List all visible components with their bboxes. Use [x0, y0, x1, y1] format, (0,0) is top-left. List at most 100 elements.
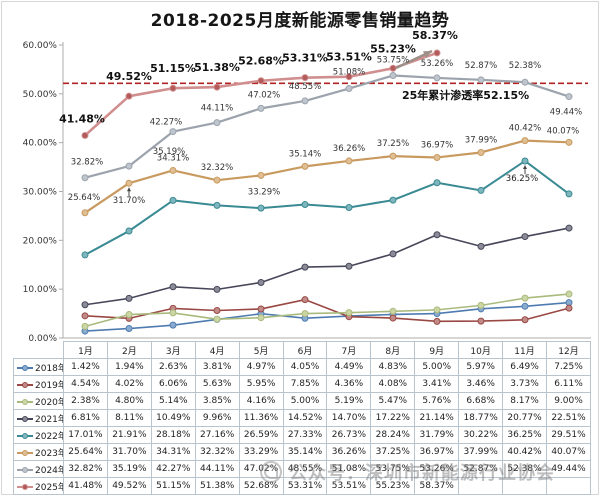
value-cell: 21.14% — [414, 409, 460, 427]
value-cell: 53.31% — [282, 477, 328, 495]
month-header: 7月 — [326, 341, 372, 359]
data-point — [433, 74, 441, 82]
data-point — [125, 311, 133, 319]
value-cell: 58.37% — [414, 477, 460, 495]
data-point — [81, 312, 89, 320]
data-point — [213, 119, 221, 127]
data-point — [565, 224, 573, 232]
value-cell: 26.59% — [238, 426, 284, 444]
legend-marker-icon — [17, 399, 33, 405]
data-point — [301, 310, 309, 318]
value-cell: 5.97% — [458, 358, 504, 376]
value-cell: 22.51% — [545, 409, 592, 427]
data-point — [169, 166, 177, 174]
table-row: 2024年32.82%35.19%42.27%44.11%47.02%48.55… — [13, 460, 592, 478]
value-cell: 5.95% — [238, 375, 284, 393]
data-point — [81, 131, 89, 139]
value-cell: 17.22% — [370, 409, 416, 427]
month-header: 1月 — [63, 341, 108, 359]
value-cell: 3.46% — [458, 375, 504, 393]
legend-marker-icon — [17, 382, 33, 388]
value-cell: 52.38% — [502, 460, 547, 478]
table-row: 2019年4.54%4.02%6.06%5.63%5.95%7.85%4.36%… — [13, 375, 592, 393]
value-cell: 6.11% — [545, 375, 592, 393]
value-cell: 1.42% — [63, 358, 108, 376]
data-point — [213, 176, 221, 184]
value-cell — [502, 477, 547, 495]
data-point — [521, 316, 529, 324]
value-cell: 29.51% — [545, 426, 592, 444]
value-cell: 4.97% — [238, 358, 284, 376]
series-name: 2021年 — [35, 414, 63, 425]
data-label: 35.19% — [153, 147, 185, 157]
data-label: 52.87% — [465, 61, 497, 71]
data-point — [389, 307, 397, 315]
value-cell: 27.16% — [194, 426, 240, 444]
data-point — [345, 73, 353, 81]
data-point — [521, 233, 529, 241]
y-tick-label: 20.00% — [23, 236, 58, 246]
value-cell: 4.80% — [106, 392, 152, 410]
value-cell: 4.83% — [370, 358, 416, 376]
data-point — [125, 92, 133, 100]
value-cell: 7.85% — [282, 375, 328, 393]
data-label: 25.64% — [68, 193, 100, 203]
y-tick-label: 0.00% — [28, 334, 57, 341]
month-header: 8月 — [370, 341, 416, 359]
month-header: 4月 — [194, 341, 240, 359]
data-label: 32.82% — [71, 158, 103, 168]
data-point — [257, 314, 265, 322]
value-cell: 34.31% — [150, 443, 196, 461]
value-cell: 4.49% — [326, 358, 372, 376]
value-cell: 53.26% — [414, 460, 460, 478]
value-cell: 5.76% — [414, 392, 460, 410]
series-name: 2023年 — [35, 448, 63, 459]
data-point — [301, 201, 309, 209]
callout-label: 36.25% — [506, 174, 538, 184]
table-row: 2022年17.01%21.91%28.18%27.16%26.59%27.33… — [13, 426, 592, 444]
table-row: 2025年41.48%49.52%51.15%51.38%52.68%53.31… — [13, 477, 592, 495]
legend-cell: 2018年 — [13, 358, 64, 376]
table-row: 2023年25.64%31.70%34.31%32.32%33.29%35.14… — [13, 443, 592, 461]
data-point — [521, 157, 529, 165]
y-tick-label: 30.00% — [23, 188, 58, 198]
data-point — [301, 97, 309, 105]
legend-cell: 2022年 — [13, 426, 64, 444]
value-cell: 36.26% — [326, 443, 372, 461]
data-label: 37.99% — [465, 135, 497, 145]
data-point — [81, 322, 89, 330]
value-cell: 5.14% — [150, 392, 196, 410]
data-point — [169, 128, 177, 136]
chart-title: 2018-2025月度新能源零售销量趋势 — [150, 11, 450, 31]
value-cell: 42.27% — [150, 460, 196, 478]
value-cell: 28.18% — [150, 426, 196, 444]
y-tick-label: 60.00% — [23, 41, 58, 51]
value-cell: 8.17% — [502, 392, 547, 410]
value-cell: 35.14% — [282, 443, 328, 461]
data-label: 51.15% — [150, 62, 196, 75]
month-header: 9月 — [414, 341, 460, 359]
data-point — [433, 179, 441, 187]
value-cell: 4.02% — [106, 375, 152, 393]
value-cell: 4.05% — [282, 358, 328, 376]
value-cell: 3.85% — [194, 392, 240, 410]
value-cell: 49.44% — [545, 460, 592, 478]
value-cell: 37.99% — [458, 443, 504, 461]
data-point — [257, 305, 265, 313]
value-cell: 36.97% — [414, 443, 460, 461]
data-point — [213, 83, 221, 91]
table-row: 2020年2.38%4.80%5.14%3.85%4.16%5.00%5.19%… — [13, 392, 592, 410]
value-cell: 37.25% — [370, 443, 416, 461]
month-header: 10月 — [458, 341, 504, 359]
data-point — [81, 209, 89, 217]
table-corner-cell — [13, 341, 64, 359]
legend-marker-icon — [17, 467, 33, 473]
y-tick-label: 10.00% — [23, 285, 58, 295]
legend-marker-icon — [17, 484, 33, 490]
value-cell: 26.73% — [326, 426, 372, 444]
value-cell: 30.22% — [458, 426, 504, 444]
value-cell: 4.36% — [326, 375, 372, 393]
value-cell: 9.96% — [194, 409, 240, 427]
data-label: 37.25% — [377, 139, 409, 149]
data-point — [521, 137, 529, 145]
